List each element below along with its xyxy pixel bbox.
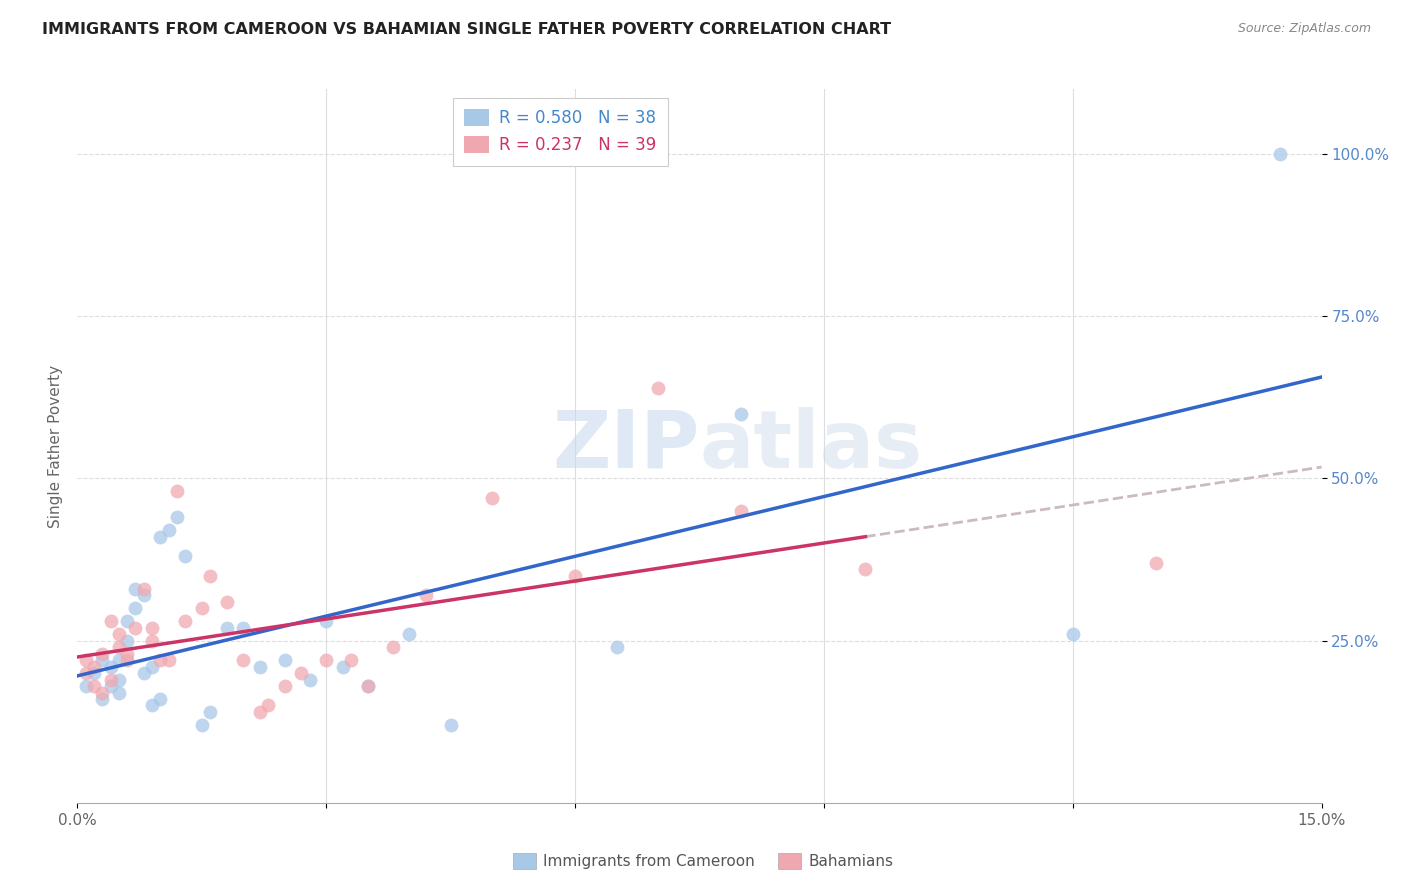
Point bbox=[100, 673, 122, 687]
Point bbox=[606, 640, 628, 654]
Point bbox=[115, 653, 138, 667]
Point bbox=[198, 705, 221, 719]
Point bbox=[274, 679, 297, 693]
Point bbox=[415, 588, 437, 602]
Point bbox=[132, 666, 155, 681]
Point bbox=[1270, 147, 1292, 161]
Point bbox=[730, 504, 752, 518]
Point bbox=[141, 633, 163, 648]
Point bbox=[481, 491, 503, 505]
Point bbox=[75, 666, 97, 681]
Point bbox=[100, 679, 122, 693]
Point bbox=[141, 698, 163, 713]
Point bbox=[290, 666, 312, 681]
Point bbox=[100, 659, 122, 673]
Point bbox=[215, 621, 238, 635]
Point bbox=[91, 685, 114, 699]
Point bbox=[340, 653, 363, 667]
Y-axis label: Single Father Poverty: Single Father Poverty bbox=[48, 365, 63, 527]
Point bbox=[357, 679, 380, 693]
Point bbox=[332, 659, 354, 673]
Point bbox=[647, 381, 669, 395]
Point bbox=[249, 705, 271, 719]
Point bbox=[108, 640, 131, 654]
Text: IMMIGRANTS FROM CAMEROON VS BAHAMIAN SINGLE FATHER POVERTY CORRELATION CHART: IMMIGRANTS FROM CAMEROON VS BAHAMIAN SIN… bbox=[42, 22, 891, 37]
Point bbox=[91, 692, 114, 706]
Point bbox=[108, 685, 131, 699]
Point bbox=[191, 601, 214, 615]
Text: Source: ZipAtlas.com: Source: ZipAtlas.com bbox=[1237, 22, 1371, 36]
Point bbox=[215, 595, 238, 609]
Point bbox=[198, 568, 221, 582]
Point bbox=[108, 653, 131, 667]
Point bbox=[115, 647, 138, 661]
Point bbox=[75, 653, 97, 667]
Point bbox=[298, 673, 321, 687]
Text: ZIP: ZIP bbox=[553, 407, 700, 485]
Point bbox=[232, 653, 254, 667]
Legend: Immigrants from Cameroon, Bahamians: Immigrants from Cameroon, Bahamians bbox=[506, 847, 900, 875]
Point bbox=[91, 653, 114, 667]
Point bbox=[274, 653, 297, 667]
Point bbox=[108, 673, 131, 687]
Point bbox=[174, 614, 197, 628]
Point bbox=[315, 653, 337, 667]
Point bbox=[124, 582, 146, 596]
Point bbox=[257, 698, 280, 713]
Point bbox=[157, 524, 180, 538]
Point bbox=[141, 621, 163, 635]
Point bbox=[1062, 627, 1084, 641]
Point bbox=[115, 633, 138, 648]
Point bbox=[232, 621, 254, 635]
Point bbox=[91, 647, 114, 661]
Point bbox=[83, 666, 105, 681]
Point bbox=[564, 568, 586, 582]
Point bbox=[166, 510, 188, 524]
Point bbox=[855, 562, 877, 576]
Point bbox=[149, 530, 172, 544]
Point bbox=[108, 627, 131, 641]
Point bbox=[381, 640, 404, 654]
Point bbox=[191, 718, 214, 732]
Legend: R = 0.580   N = 38, R = 0.237   N = 39: R = 0.580 N = 38, R = 0.237 N = 39 bbox=[453, 97, 668, 166]
Point bbox=[440, 718, 463, 732]
Point bbox=[730, 407, 752, 421]
Point bbox=[157, 653, 180, 667]
Point bbox=[124, 601, 146, 615]
Point bbox=[141, 659, 163, 673]
Point bbox=[166, 484, 188, 499]
Point bbox=[315, 614, 337, 628]
Point bbox=[149, 653, 172, 667]
Point bbox=[83, 659, 105, 673]
Point bbox=[149, 692, 172, 706]
Point bbox=[1144, 556, 1167, 570]
Point bbox=[75, 679, 97, 693]
Point bbox=[132, 582, 155, 596]
Point bbox=[83, 679, 105, 693]
Point bbox=[115, 614, 138, 628]
Point bbox=[124, 621, 146, 635]
Point bbox=[100, 614, 122, 628]
Text: atlas: atlas bbox=[700, 407, 922, 485]
Point bbox=[249, 659, 271, 673]
Point bbox=[174, 549, 197, 564]
Point bbox=[357, 679, 380, 693]
Point bbox=[398, 627, 420, 641]
Point bbox=[132, 588, 155, 602]
